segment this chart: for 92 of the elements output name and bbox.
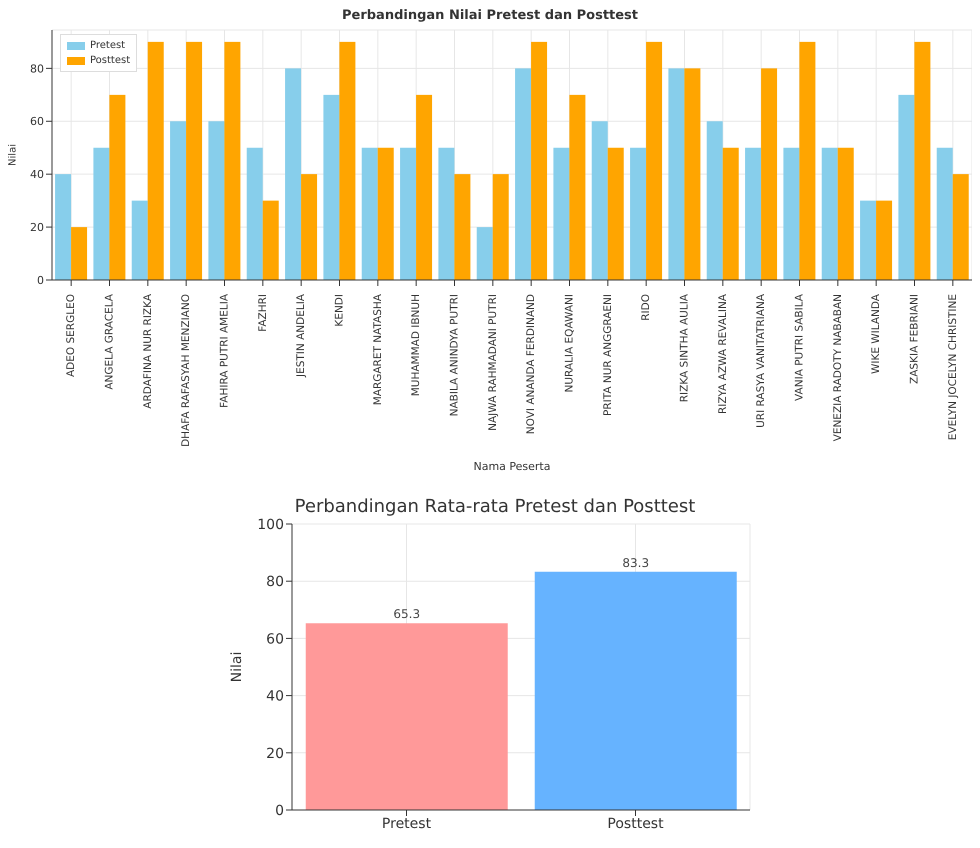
bar xyxy=(262,200,279,280)
x-tick-label: ANGELA GRACELA xyxy=(104,293,116,390)
bar xyxy=(838,148,854,280)
y-tick-label: 40 xyxy=(30,168,44,182)
bar xyxy=(592,121,608,280)
bar xyxy=(71,227,88,280)
bar xyxy=(323,94,340,280)
bar xyxy=(208,121,224,280)
bar xyxy=(109,94,126,280)
bar xyxy=(783,148,800,280)
legend-label: Posttest xyxy=(90,54,130,68)
x-tick-label: EVELYN JOCELYN CHRISTINE xyxy=(946,294,959,440)
y-tick-label: 0 xyxy=(37,274,44,287)
y-tick-label: 0 xyxy=(275,802,284,819)
x-tick-label: WIKE WILANDA xyxy=(870,293,882,374)
bar xyxy=(148,42,164,280)
bar xyxy=(492,174,509,280)
bar xyxy=(898,94,914,280)
bar xyxy=(722,148,739,280)
x-tick-label: RIZYA AZWA REVALINA xyxy=(716,293,729,414)
x-axis-title: Nama Peserta xyxy=(473,460,551,473)
bar xyxy=(630,148,646,280)
x-tick-label: ARDAFINA NUR RIZKA xyxy=(142,293,154,409)
y-tick-label: 80 xyxy=(266,574,284,590)
x-tick-label: VANIA PUTRI SABILA xyxy=(794,293,806,401)
bar xyxy=(246,148,263,280)
bar xyxy=(170,121,186,280)
bar xyxy=(822,148,838,280)
bar xyxy=(668,68,684,280)
x-tick-label: PRITA NUR ANGGRAENI xyxy=(602,294,614,416)
x-tick-label: FAHIRA PUTRI AMELIA xyxy=(218,293,230,408)
y-tick-label: 60 xyxy=(30,115,44,128)
bar xyxy=(936,148,953,280)
x-tick-label: JESTIN ANDELIA xyxy=(295,293,308,378)
y-axis-title: Nilai xyxy=(228,652,245,682)
x-tick-label: ADEO SERGLEO xyxy=(65,294,78,377)
bar xyxy=(684,68,700,280)
y-axis-title: Nilai xyxy=(8,144,19,166)
x-tick-label: NAJWA RAHMADANI PUTRI xyxy=(486,294,499,431)
x-tick-label: KENDI xyxy=(334,294,346,327)
chart-title: Perbandingan Nilai Pretest dan Posttest xyxy=(340,8,640,25)
bar xyxy=(608,148,624,280)
data-label: 65.3 xyxy=(393,607,420,622)
y-tick-label: 40 xyxy=(266,688,284,705)
bar xyxy=(132,200,148,280)
bar xyxy=(285,68,302,280)
bar xyxy=(224,42,240,280)
x-tick-label: NOVI ANANDA FERDINAND xyxy=(525,294,538,434)
bar xyxy=(339,42,356,280)
chart-title: Perbandingan Rata-rata Pretest dan Posttest xyxy=(294,496,696,518)
bar xyxy=(876,200,892,280)
bar xyxy=(378,148,394,280)
y-tick-label: 100 xyxy=(257,516,284,533)
x-tick-label: RIDO xyxy=(640,294,652,321)
bar xyxy=(362,148,378,280)
y-tick-label: 20 xyxy=(266,746,284,762)
bar xyxy=(706,121,723,280)
bar xyxy=(186,42,202,280)
bar xyxy=(531,42,548,280)
x-tick-label: VENEZIA RADOTY NABABAN xyxy=(832,294,844,442)
x-tick-label: NURALIA EQAWANI xyxy=(564,294,576,393)
x-tick-label: RIZKA SINTHA AULIA xyxy=(678,293,690,402)
y-tick-label: 60 xyxy=(266,631,284,648)
bar xyxy=(438,148,454,280)
y-tick-label: 20 xyxy=(30,220,44,234)
bar xyxy=(952,174,969,280)
x-tick-label: ZASKIA FEBRIANI xyxy=(908,294,920,384)
bar xyxy=(860,200,876,280)
x-tick-label: DHAFA RAFASYAH MENZIANO xyxy=(180,294,192,447)
x-tick-label: MUHAMMAD IBNUH xyxy=(410,294,422,396)
bar xyxy=(301,174,318,280)
bar xyxy=(914,42,930,280)
bar xyxy=(646,42,662,280)
x-tick-label: MARGARET NATASHA xyxy=(372,293,384,406)
data-label: 83.3 xyxy=(622,556,650,570)
bar xyxy=(55,174,72,280)
bar xyxy=(553,148,570,280)
y-tick-label: 80 xyxy=(30,62,44,76)
bar xyxy=(515,68,532,280)
legend-label: Pretest xyxy=(90,39,126,53)
x-tick-label: NABILA ANINDYA PUTRI xyxy=(448,294,460,416)
bar xyxy=(745,148,762,280)
bar xyxy=(476,227,493,280)
bar xyxy=(454,174,470,280)
bar xyxy=(569,94,586,280)
bar xyxy=(799,42,816,280)
bar xyxy=(93,148,110,280)
x-tick-label: FAZHRI xyxy=(256,294,269,332)
x-tick-label: URI RASYA VANITATRIANA xyxy=(755,293,768,428)
bar xyxy=(400,148,416,280)
bar xyxy=(416,94,432,280)
bar xyxy=(761,68,778,280)
